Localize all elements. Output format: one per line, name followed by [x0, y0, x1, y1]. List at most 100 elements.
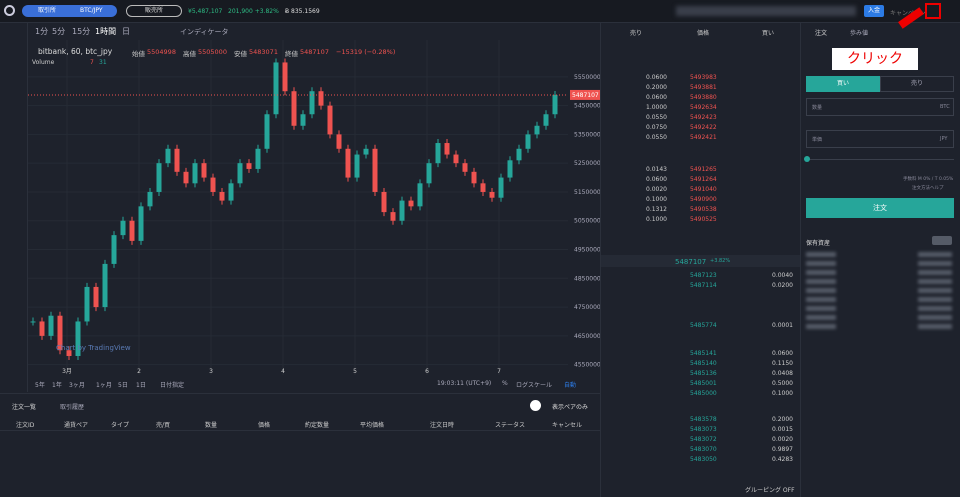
quantity-label: 数量 [812, 105, 823, 111]
interval-button[interactable]: 5分 [52, 27, 66, 36]
last-price-tag [570, 89, 600, 100]
interval-button[interactable]: 1分 [35, 27, 49, 36]
candle [462, 163, 468, 172]
column-header: 数量 [205, 422, 218, 429]
side-sell[interactable]: 売り [880, 76, 954, 92]
legend-value: 5505000 [198, 48, 227, 56]
bid-amount: 0.1000 [772, 390, 793, 397]
y-tick-label: 5450000 [574, 103, 600, 110]
blurred-asset [806, 261, 836, 266]
candle [201, 163, 207, 178]
y-tick-label: 4650000 [574, 333, 600, 340]
y-tick-label: 5350000 [574, 131, 600, 138]
candle [66, 350, 72, 357]
bid-amount: 0.0015 [772, 426, 793, 433]
auto-button[interactable]: 自動 [564, 382, 577, 389]
pair-only: 表示ペアのみ [552, 404, 589, 411]
bid-amount: 0.0200 [772, 282, 793, 289]
range-button[interactable]: 3ヶ月 [69, 382, 85, 389]
exchange-button[interactable]: 取引所 [22, 5, 117, 17]
percent-button[interactable]: % [502, 380, 508, 387]
interval-button[interactable]: 1時間 [95, 27, 117, 36]
blurred-asset [806, 270, 836, 275]
ask-price: 5491264 [690, 176, 717, 183]
x-tick-label: 3 [209, 368, 213, 375]
legend-value: 5483071 [249, 48, 278, 56]
column-header: タイプ [111, 422, 130, 429]
blurred-asset [806, 288, 836, 293]
grouping-button[interactable]: グルーピング OFF [745, 487, 795, 494]
range-button[interactable]: 1ヶ月 [96, 382, 112, 389]
legend-label: 終値 [285, 50, 298, 58]
range-button[interactable]: 1年 [52, 382, 62, 389]
price-input[interactable] [806, 130, 954, 148]
tab[interactable]: 取引履歴 [60, 404, 85, 411]
range-button[interactable]: 日付指定 [160, 382, 185, 389]
ask-price: 5492421 [690, 134, 717, 141]
range-button[interactable]: 1日 [136, 382, 146, 389]
candle [552, 94, 558, 115]
candle [327, 105, 333, 135]
assets-button[interactable] [932, 236, 952, 245]
y-tick-label: 5550000 [574, 74, 600, 81]
bid-price: 5485001 [690, 380, 717, 387]
candle [138, 206, 144, 241]
bid-price: 5485140 [690, 360, 717, 367]
bid-price: 5485774 [690, 322, 717, 329]
ask-price: 5493880 [690, 94, 717, 101]
slider-knob[interactable] [804, 156, 810, 162]
bid-amount: 0.4283 [772, 456, 793, 463]
tab[interactable]: 注文 [815, 30, 828, 37]
y-tick-label: 4950000 [574, 247, 600, 254]
candle [48, 315, 54, 336]
candle [75, 321, 81, 357]
candle [435, 143, 441, 164]
side-buy[interactable]: 買い [806, 76, 880, 92]
column-header: 売/買 [156, 422, 171, 429]
candle [147, 191, 153, 207]
bid-price: 5483050 [690, 456, 717, 463]
ask-amount: 0.0020 [646, 186, 667, 193]
bid-price: 5483578 [690, 416, 717, 423]
candle [381, 191, 387, 213]
candle [363, 148, 369, 155]
help-link[interactable]: 注文方法ヘルプ [912, 186, 944, 191]
assets-title: 保有資産 [806, 240, 831, 247]
candle [237, 163, 243, 184]
bid-amount: 0.5000 [772, 380, 793, 387]
bid-price: 5485141 [690, 350, 717, 357]
toggle[interactable] [530, 400, 541, 411]
user-button[interactable] [925, 3, 941, 19]
column-header: 価格 [258, 422, 271, 429]
mid-price: 5487107 [675, 258, 707, 266]
y-tick-label: 4850000 [574, 275, 600, 282]
candle [192, 163, 198, 184]
interval-button[interactable]: 日 [122, 27, 130, 36]
blurred-asset [918, 252, 952, 257]
deposit-button[interactable]: 入金 [864, 5, 884, 17]
indicator-button[interactable]: インディケータ [180, 28, 229, 36]
ask-price: 5490538 [690, 206, 717, 213]
blurred-asset [918, 279, 952, 284]
tool-column [0, 22, 28, 392]
last-price-label: 5487107 [572, 92, 599, 99]
blurred-asset [918, 306, 952, 311]
price-chart: 5550000 5450000 5350000 5250000 5150000 50500… [28, 40, 600, 375]
log-button[interactable]: ログスケール [516, 382, 553, 389]
y-tick-label: 4550000 [574, 362, 600, 369]
blurred-asset [918, 315, 952, 320]
candle [120, 220, 126, 236]
ask-price: 5493881 [690, 84, 717, 91]
row-line [0, 430, 600, 431]
sales-button[interactable]: 販売所 [126, 5, 182, 17]
range-button[interactable]: 5日 [118, 382, 128, 389]
tab[interactable]: 歩み値 [850, 30, 869, 37]
tab[interactable]: 注文一覧 [12, 404, 37, 411]
x-tick-label: 6 [425, 368, 429, 375]
quantity-input[interactable] [806, 98, 954, 116]
candle [282, 62, 288, 92]
interval-button[interactable]: 15分 [72, 27, 91, 36]
bid-amount: 0.0408 [772, 370, 793, 377]
range-button[interactable]: 5年 [35, 382, 45, 389]
submit-button[interactable]: 注文 [806, 198, 954, 218]
